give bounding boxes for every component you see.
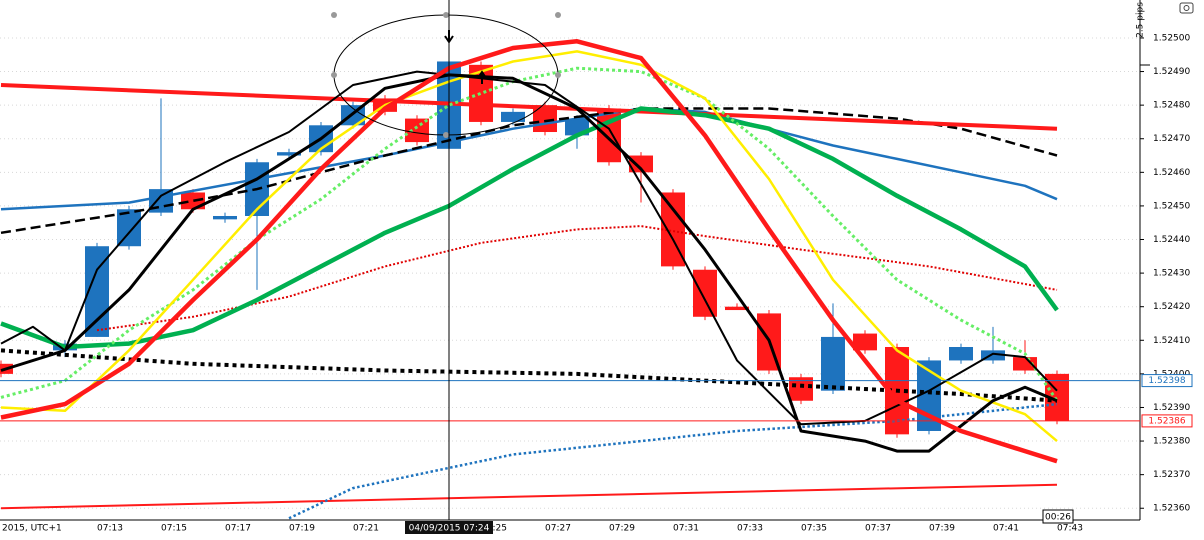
y-tick-label: 1.52360 [1153, 504, 1190, 514]
camera-icon[interactable] [1179, 2, 1194, 14]
x-tick-label: 07:35 [801, 524, 827, 534]
x-start-label: 2015, UTC+1 [2, 524, 62, 534]
crosshair-label: 04/09/2015 07:24 [409, 524, 490, 534]
handle [555, 12, 561, 18]
price-tag-label: 1.52398 [1148, 376, 1185, 386]
indicator-line [0, 483, 1058, 510]
arrow-up [477, 70, 487, 84]
y-tick-label: 1.52420 [1153, 302, 1190, 312]
indicator-line [288, 402, 1058, 520]
indicator-line [0, 70, 1058, 426]
y-tick-label: 1.52440 [1153, 235, 1190, 245]
y-tick-label: 1.52460 [1153, 168, 1190, 178]
candle-body [117, 209, 141, 247]
candle-body [693, 269, 717, 317]
x-tick-label: 07:31 [673, 524, 699, 534]
price-tag-label: 1.52386 [1148, 416, 1185, 426]
candle-body [981, 350, 1005, 361]
y-tick-label: 1.52390 [1153, 403, 1190, 413]
x-tick-label: 07:13 [97, 524, 123, 534]
indicator-line [0, 73, 1058, 453]
indicator-line [0, 106, 1059, 350]
indicator-line [0, 50, 1058, 443]
handle [331, 72, 337, 78]
x-tick-label: 07:41 [993, 524, 1019, 534]
countdown: 00:26 [1045, 513, 1071, 523]
annotation [331, 12, 561, 138]
indicator-line [0, 66, 1059, 402]
x-tick-label: 07:21 [353, 524, 379, 534]
candle-body [213, 215, 237, 220]
y-tick-label: 1.52430 [1153, 269, 1190, 279]
y-tick-label: 1.52370 [1153, 470, 1190, 480]
crosshair-tag [405, 521, 493, 534]
x-tick-label: 07:19 [289, 524, 315, 534]
handle [331, 12, 337, 18]
x-tick-label: 07:43 [1057, 524, 1083, 534]
y-tick-label: 1.52450 [1153, 201, 1190, 211]
scale-label: 2.5 pips [1136, 2, 1146, 38]
overlays [0, 39, 1059, 520]
y-tick-label: 1.52410 [1153, 336, 1190, 346]
indicator-line [0, 107, 1058, 235]
x-tick-label: 07:15 [161, 524, 187, 534]
indicator-line [0, 83, 1058, 131]
y-tick-label: 1.52490 [1153, 67, 1190, 77]
candle-body [725, 306, 749, 311]
candle-body [277, 152, 301, 156]
candle-body [1013, 357, 1037, 371]
price-axis: 2.5 pips [0, 0, 1194, 521]
camera-lens [1183, 5, 1190, 11]
candle-body [949, 347, 973, 361]
price-tag [1141, 374, 1193, 388]
candle-body [789, 377, 813, 401]
x-tick-label: 07:27 [545, 524, 571, 534]
price-tag [1141, 414, 1193, 428]
candle-body [501, 111, 525, 122]
countdown-tag [1042, 509, 1074, 524]
x-tick-label: 07:39 [929, 524, 955, 534]
candle-body [853, 333, 877, 351]
x-tick-label: 07:33 [737, 524, 763, 534]
y-tick-label: 1.52500 [1153, 33, 1190, 43]
x-tick-label: 07:17 [225, 524, 251, 534]
x-tick-label: 07:29 [609, 524, 635, 534]
y-tick-label: 1.52380 [1153, 437, 1190, 447]
handle [555, 72, 561, 78]
y-tick-label: 1.52470 [1153, 134, 1190, 144]
y-tick-label: 1.52480 [1153, 101, 1190, 111]
x-tick-label: 07:25 [481, 524, 507, 534]
handle [443, 132, 449, 138]
indicator-line [0, 348, 1058, 403]
indicator-line [0, 39, 1058, 464]
handle [443, 12, 449, 18]
candle-body [821, 336, 845, 391]
candle-body [629, 155, 653, 173]
indicator-line [96, 225, 1058, 332]
x-tick-label: 07:37 [865, 524, 891, 534]
